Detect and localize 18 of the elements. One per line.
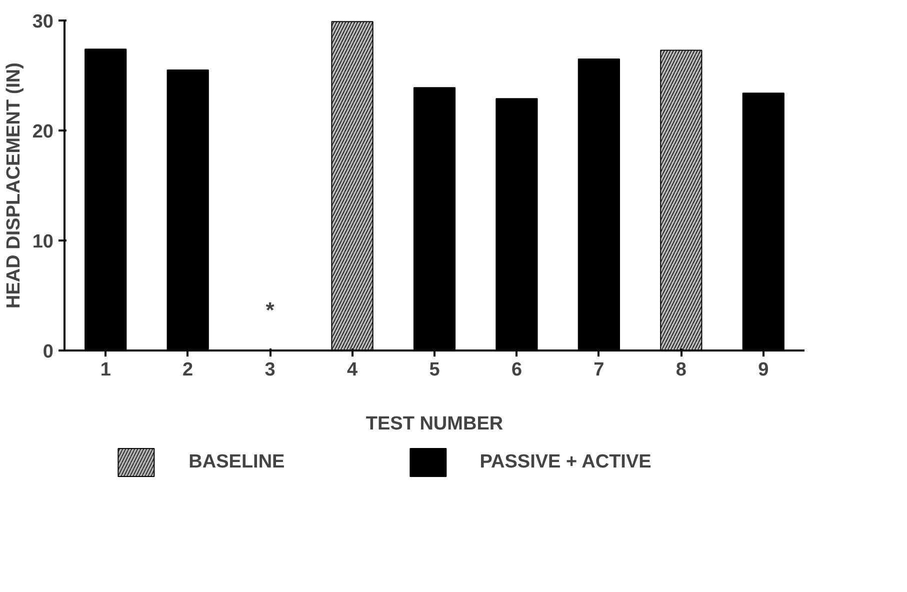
x-axis-title: TEST NUMBER [366, 414, 504, 434]
x-tick-label: 1 [100, 360, 112, 380]
x-tick-label: 9 [758, 360, 769, 380]
y-axis-title: HEAD DISPLACEMENT (IN) [3, 62, 24, 308]
x-tick-label: 7 [594, 360, 604, 380]
x-tick-label: 6 [511, 360, 522, 380]
x-tick-label: 8 [676, 360, 686, 380]
y-tick-label: 20 [32, 122, 54, 142]
legend-label: PASSIVE + ACTIVE [480, 451, 652, 473]
legend-label: BASELINE [188, 451, 285, 473]
annotation: * [266, 298, 275, 322]
y-tick-label: 30 [32, 12, 54, 32]
y-tick-label: 10 [32, 232, 54, 252]
x-tick-label: 4 [346, 360, 358, 380]
x-tick-label: 2 [182, 360, 194, 380]
x-tick-label: 5 [429, 360, 440, 380]
x-tick-label: 3 [264, 360, 276, 380]
y-tick-label: 0 [42, 342, 54, 362]
